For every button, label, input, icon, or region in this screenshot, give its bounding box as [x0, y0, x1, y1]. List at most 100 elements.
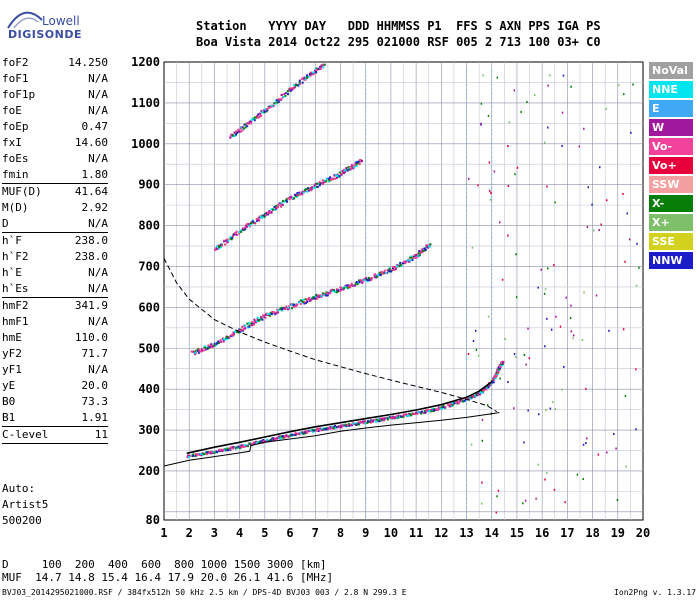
- echo-point: [311, 186, 314, 189]
- noise-dot: [466, 214, 468, 217]
- param-row: hmF2 341.9: [2, 298, 108, 314]
- noise-dot: [491, 389, 493, 392]
- echo-point: [244, 324, 247, 327]
- echo-point: [363, 278, 366, 281]
- echo-point: [349, 165, 352, 168]
- noise-dot: [365, 93, 367, 95]
- echo-point: [249, 122, 252, 125]
- noise-speckle: [523, 441, 525, 444]
- echo-point: [240, 126, 243, 129]
- noise-dot: [491, 192, 493, 194]
- echo-point: [436, 408, 439, 411]
- echo-point: [422, 250, 425, 253]
- echo-point: [296, 432, 299, 435]
- param-name: hmE: [2, 331, 22, 344]
- echo-point: [233, 134, 236, 137]
- legend-item: Vo-: [649, 138, 693, 155]
- noise-speckle: [593, 229, 595, 232]
- noise-speckle: [562, 74, 565, 77]
- noise-speckle: [527, 409, 529, 412]
- echo-point: [273, 311, 276, 314]
- noise-dot: [491, 124, 493, 127]
- echo-point: [236, 331, 239, 334]
- echo-point: [222, 338, 225, 341]
- param-name: M(D): [2, 201, 29, 214]
- echo-point: [311, 428, 314, 431]
- echo-point: [263, 215, 266, 218]
- noise-dot: [466, 151, 468, 154]
- noise-dot: [466, 371, 468, 374]
- echo-point: [395, 415, 398, 418]
- noise-speckle: [587, 186, 590, 189]
- noise-speckle: [471, 246, 474, 249]
- noise-dot: [466, 264, 468, 266]
- x-tick-label: 5: [261, 526, 268, 540]
- file-info: BVJ03_2014295021000.RSF / 384fx512h 50 k…: [2, 588, 407, 597]
- noise-speckle: [625, 465, 627, 468]
- echo-point: [255, 321, 258, 324]
- noise-dot: [365, 124, 367, 127]
- echo-point: [394, 267, 397, 270]
- echo-point: [319, 182, 322, 185]
- echo-point: [259, 215, 262, 218]
- echo-point: [298, 191, 301, 194]
- noise-speckle: [582, 443, 585, 446]
- noise-speckle: [543, 141, 546, 144]
- param-separator: [2, 183, 108, 184]
- noise-dot: [466, 353, 468, 356]
- noise-dot: [365, 75, 367, 77]
- noise-dot: [466, 511, 468, 513]
- noise-speckle: [565, 296, 567, 299]
- param-name: h`Es: [2, 282, 29, 295]
- noise-dot: [466, 165, 468, 167]
- noise-dot: [491, 268, 493, 271]
- echo-point: [203, 453, 206, 456]
- echo-point: [350, 282, 353, 285]
- noise-speckle: [605, 107, 607, 110]
- echo-point: [262, 214, 265, 217]
- echo-point: [312, 186, 315, 189]
- noise-dot: [365, 448, 367, 450]
- echo-point: [278, 435, 281, 438]
- echo-point: [258, 216, 261, 219]
- echo-point: [391, 267, 394, 270]
- legend-item: SSE: [649, 233, 693, 250]
- noise-speckle: [547, 126, 549, 129]
- noise-dot: [491, 97, 493, 100]
- echo-point: [235, 131, 238, 134]
- noise-speckle: [585, 387, 587, 390]
- param-value: 14.250: [68, 56, 108, 69]
- echo-point: [496, 371, 499, 374]
- x-tick-label: 2: [186, 526, 193, 540]
- echo-point: [293, 84, 296, 87]
- noise-dot: [491, 439, 493, 441]
- param-row: foEs N/A: [2, 151, 108, 167]
- param-name: foE: [2, 104, 22, 117]
- echo-point: [289, 87, 292, 90]
- noise-dot: [491, 282, 493, 284]
- noise-speckle: [474, 329, 477, 332]
- noise-speckle: [561, 144, 563, 147]
- noise-dot: [365, 493, 367, 495]
- echo-point: [353, 164, 356, 167]
- noise-dot: [491, 506, 493, 509]
- echo-point: [422, 411, 425, 414]
- echo-point: [228, 336, 231, 339]
- echo-point: [346, 169, 349, 172]
- echo-point: [388, 267, 391, 270]
- noise-dot: [466, 205, 468, 208]
- noise-speckle: [477, 354, 480, 357]
- echo-point: [243, 123, 246, 126]
- echo-point: [217, 340, 220, 343]
- echo-point: [247, 224, 250, 227]
- echo-point: [383, 418, 386, 421]
- noise-speckle: [490, 192, 492, 195]
- echo-point: [200, 350, 203, 353]
- noise-dot: [491, 201, 493, 203]
- echo-point: [300, 299, 303, 302]
- echo-point: [245, 225, 248, 228]
- echo-point: [211, 345, 214, 348]
- echo-point: [481, 389, 484, 392]
- auto-artist: Artist5: [2, 498, 49, 511]
